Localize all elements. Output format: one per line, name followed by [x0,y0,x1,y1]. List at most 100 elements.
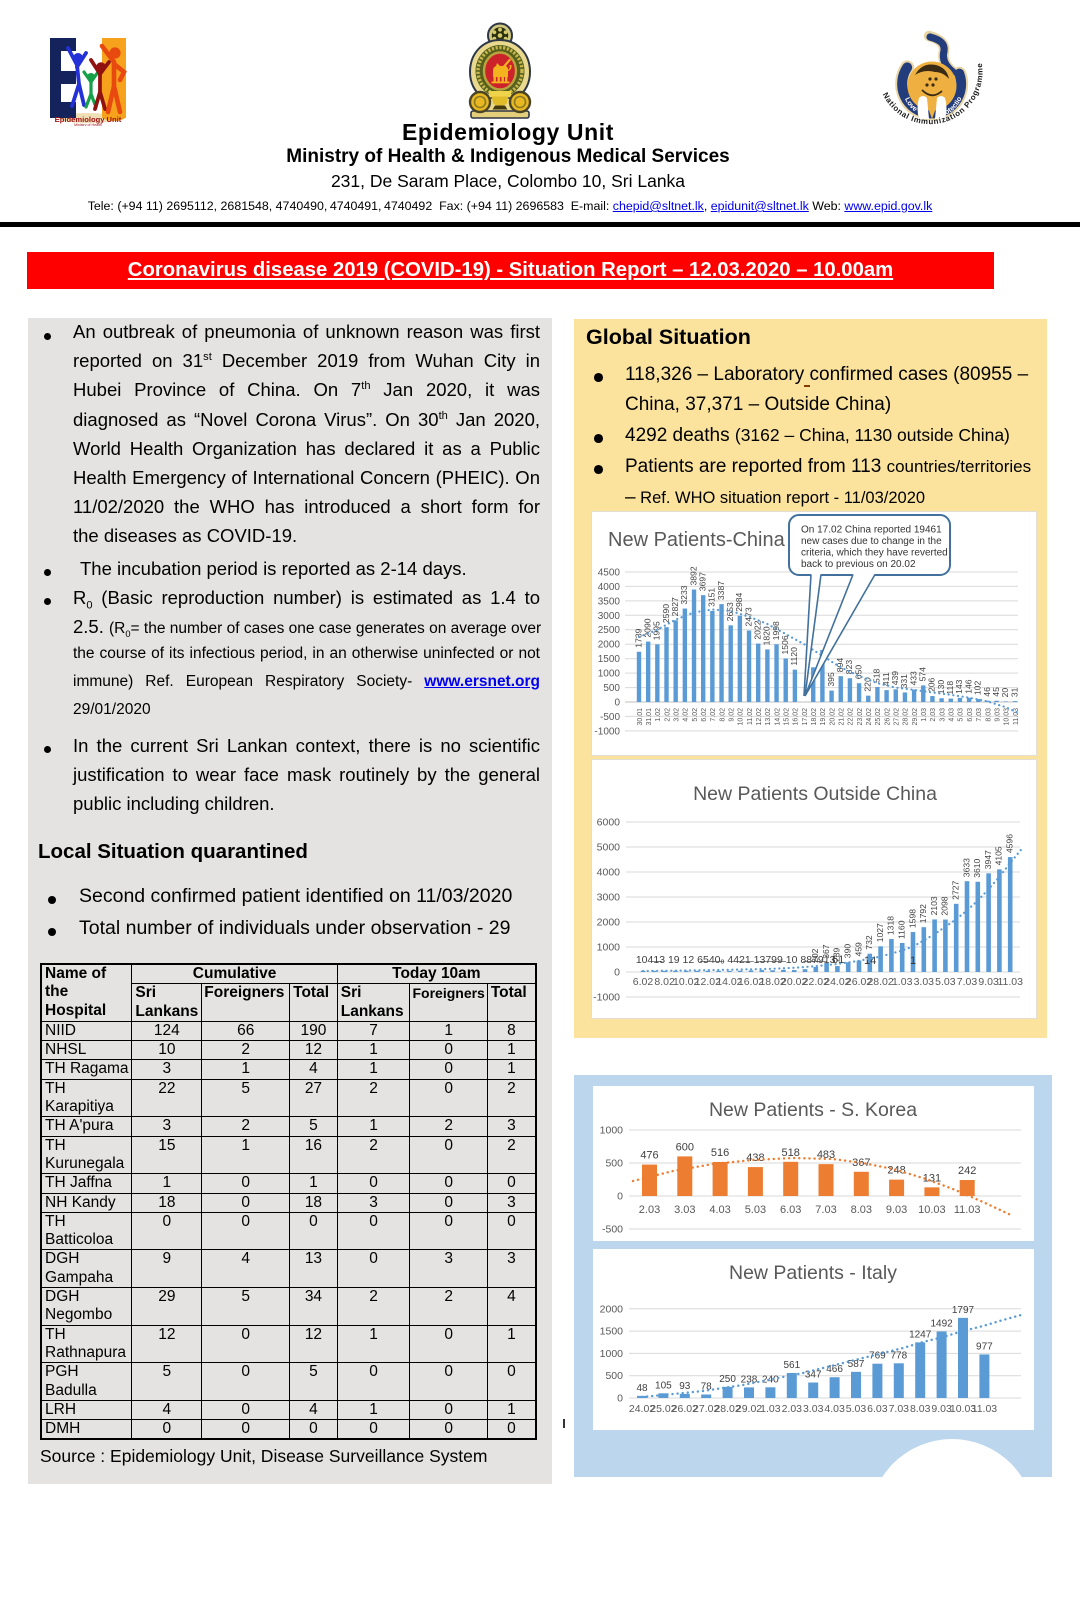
svg-text:17.02: 17.02 [802,708,809,726]
svg-text:0: 0 [614,698,620,709]
svg-text:28.02: 28.02 [867,976,893,988]
svg-text:28.02: 28.02 [903,708,910,726]
svg-text:3000: 3000 [598,611,621,622]
svg-text:2590: 2590 [661,604,671,623]
svg-text:12.02: 12.02 [756,708,763,726]
svg-text:778: 778 [890,1350,907,1361]
svg-text:24.02: 24.02 [824,976,850,988]
svg-text:250: 250 [719,1374,736,1385]
svg-text:18.02: 18.02 [759,976,785,988]
svg-text:248: 248 [887,1165,905,1177]
svg-text:3892: 3892 [688,566,698,585]
svg-text:new cases due to change in the: new cases due to change in the [801,536,942,547]
svg-text:18.02: 18.02 [811,708,818,726]
svg-text:10.03: 10.03 [918,1204,946,1216]
svg-text:1.03: 1.03 [892,976,913,988]
svg-text:433: 433 [908,671,918,686]
svg-text:23.02: 23.02 [857,708,864,726]
svg-text:New Patients - Italy: New Patients - Italy [729,1262,897,1284]
svg-text:0: 0 [614,967,620,979]
svg-text:4000: 4000 [597,867,621,879]
svg-text:3151: 3151 [707,588,717,607]
svg-text:146: 146 [963,679,973,694]
svg-text:-500: -500 [602,1224,623,1236]
svg-text:1820: 1820 [762,626,772,645]
svg-text:518: 518 [872,668,882,683]
svg-text:10.02: 10.02 [738,708,745,726]
svg-text:1797: 1797 [952,1305,975,1316]
svg-text:104̶1̶̶3 19 12 6̶5̶4̶0̶ₒ 4̶4̶2: 104̶1̶̶3 19 12 6̶5̶4̶0̶ₒ 4̶4̶2̶1̶ 1̶3̶7̶… [630,954,836,966]
svg-text:9.02: 9.02 [729,708,736,722]
svg-text:7.03: 7.03 [889,1403,910,1415]
svg-text:26.02: 26.02 [672,1403,698,1415]
svg-text:574: 574 [918,667,928,682]
svg-text:27.02: 27.02 [894,708,901,726]
svg-text:390: 390 [842,944,852,959]
svg-text:240: 240 [762,1374,779,1385]
svg-text:0: 0 [617,1191,623,1203]
svg-text:4596: 4596 [1004,834,1014,853]
svg-text:395: 395 [826,672,836,687]
svg-text:27.02: 27.02 [693,1403,719,1415]
svg-text:102: 102 [973,681,983,696]
svg-text:600: 600 [676,1141,694,1153]
svg-text:238: 238 [741,1374,758,1385]
svg-text:2000: 2000 [600,1303,624,1315]
svg-text:894: 894 [835,658,845,673]
svg-text:4.03: 4.03 [709,1204,730,1216]
svg-text:11.03: 11.03 [972,1403,998,1415]
svg-text:14.02: 14.02 [716,976,742,988]
svg-text:823: 823 [844,660,854,675]
svg-text:20.02: 20.02 [781,976,807,988]
svg-text:2500: 2500 [598,625,621,636]
svg-text:3233: 3233 [679,585,689,604]
svg-text:2000: 2000 [598,640,621,651]
svg-text:500: 500 [605,1158,623,1170]
svg-text:769: 769 [869,1351,886,1362]
svg-text:2.03: 2.03 [930,708,937,722]
svg-text:8.03: 8.03 [910,1403,931,1415]
svg-text:518: 518 [782,1147,800,1159]
svg-text:back to previous on 20.02: back to previous on 20.02 [801,559,916,570]
svg-text:1792: 1792 [918,904,928,923]
svg-text:5.03: 5.03 [958,708,965,722]
svg-text:2827: 2827 [670,597,680,616]
svg-text:0: 0 [617,1393,623,1405]
svg-text:1120: 1120 [789,647,799,666]
svg-text:3.02: 3.02 [674,708,681,722]
svg-text:8.03: 8.03 [851,1204,872,1216]
svg-text:1598: 1598 [907,909,917,928]
svg-text:11.03: 11.03 [997,976,1023,988]
svg-text:31.01: 31.01 [646,708,653,726]
svg-text:2.03: 2.03 [639,1204,660,1216]
svg-text:5.03: 5.03 [846,1403,867,1415]
svg-text:1.03: 1.03 [760,1403,781,1415]
svg-text:2473: 2473 [743,607,753,626]
svg-text:10.03: 10.03 [1004,708,1011,726]
svg-text:16.02: 16.02 [793,708,800,726]
svg-text:25.02: 25.02 [875,708,882,726]
svg-text:New Patients-China: New Patients-China [608,529,786,551]
svg-text:2022: 2022 [752,620,762,639]
svg-text:206: 206 [927,677,937,692]
svg-text:143: 143 [954,679,964,694]
svg-text:459: 459 [853,942,863,957]
svg-text:500: 500 [605,1370,623,1382]
svg-text:22.02: 22.02 [848,708,855,726]
svg-text:-1000: -1000 [594,726,620,737]
svg-text:1160: 1160 [896,920,906,939]
svg-text:7.02: 7.02 [710,708,717,722]
svg-text:8.02: 8.02 [654,976,675,988]
svg-text:3.03: 3.03 [939,708,946,722]
svg-text:Epidemiology Unit: Epidemiology Unit [55,115,122,124]
svg-text:3387: 3387 [716,581,726,600]
svg-text:131: 131 [923,1172,941,1184]
svg-text:587: 587 [848,1359,865,1370]
svg-text:1506: 1506 [780,635,790,654]
svg-text:5000: 5000 [597,842,621,854]
svg-text:19.02: 19.02 [820,708,827,726]
svg-text:61: 61 [832,954,844,966]
svg-text:20: 20 [1000,688,1010,698]
svg-text:10.03: 10.03 [950,1403,976,1415]
svg-text:1500: 1500 [600,1326,624,1338]
